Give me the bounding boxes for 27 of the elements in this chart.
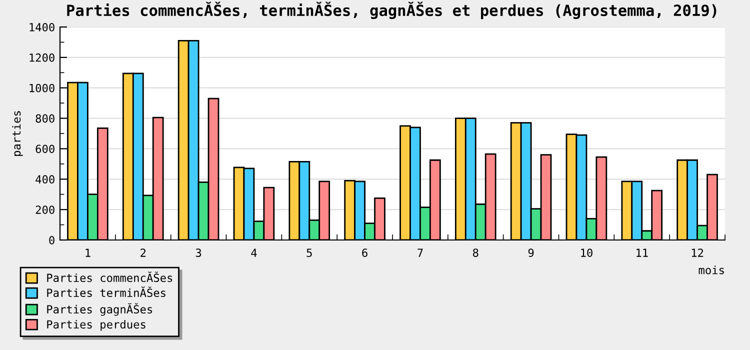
x-axis-title: mois [698, 266, 724, 274]
y-tick-label: 200 [36, 206, 54, 214]
x-tick-label: 5 [306, 248, 312, 257]
chart-title: Parties commencĂŠes, terminĂŠes, gagnĂŠes et perdues (Agrostemma, 2019) [67, 2, 716, 20]
y-tick-label: 400 [36, 175, 54, 184]
y-tick-label: 0 [49, 236, 54, 244]
x-tick-label: 2 [140, 248, 146, 257]
x-tick-label: 3 [196, 248, 202, 257]
y-tick-label: 1400 [30, 23, 54, 32]
y-tick-label: 1000 [30, 84, 54, 92]
legend-label: Parties commencĂŠes [47, 272, 172, 282]
x-tick-label: 7 [418, 248, 423, 257]
y-tick-label: 1200 [30, 53, 54, 62]
x-tick-label: 1 [86, 248, 90, 257]
x-tick-label: 10 [581, 248, 592, 257]
legend-label: Parties gagnĂŠes [47, 303, 152, 316]
y-tick-label: 600 [36, 144, 54, 154]
x-tick-label: 11 [636, 248, 648, 257]
y-tick-label: 800 [36, 114, 54, 123]
x-tick-label: 9 [528, 248, 534, 257]
x-tick-label: 6 [362, 248, 368, 257]
legend-label: Parties perdues [47, 320, 146, 331]
x-tick-label: 8 [472, 248, 478, 257]
y-axis-title: parties [12, 111, 23, 156]
legend-label: Parties terminĂŠes [47, 286, 166, 298]
x-tick-label: 12 [692, 248, 704, 257]
x-tick-label: 4 [251, 248, 257, 257]
